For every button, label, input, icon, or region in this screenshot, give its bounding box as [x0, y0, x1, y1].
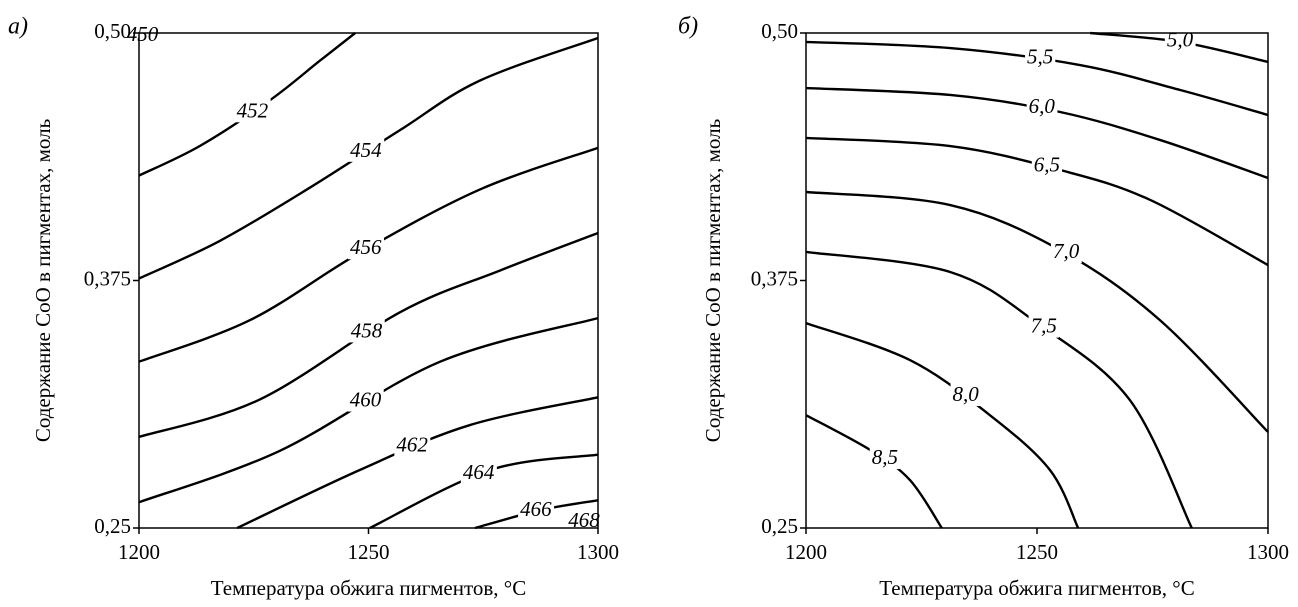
contour-label: 6,5 [1034, 152, 1060, 176]
label-background [347, 235, 384, 260]
y-tick-label: 0,50 [761, 19, 798, 43]
x-tick-label: 1200 [785, 540, 827, 564]
contour-line [805, 321, 1080, 529]
contour-label: 7,0 [1053, 239, 1080, 263]
contour-line [138, 231, 599, 439]
x-tick-label: 1300 [1247, 540, 1289, 564]
label-background [348, 137, 385, 162]
label-background [1028, 313, 1059, 338]
label-background [1031, 152, 1063, 177]
y-tick-label: 0,375 [751, 266, 798, 290]
label-background [124, 21, 161, 46]
contour-label: 458 [351, 318, 383, 342]
contour-label: 5,0 [1167, 28, 1194, 52]
x-tick-label: 1200 [118, 540, 160, 564]
panel-label: б) [678, 14, 698, 40]
plot-frame [138, 32, 599, 529]
label-background [950, 382, 982, 407]
contour-label: 464 [463, 460, 495, 484]
contour-labels: 5,0 5,5 6,0 6,5 7,0 7,5 8,0 8,5 [869, 27, 1196, 470]
label-background [460, 459, 497, 484]
label-background [1026, 94, 1058, 119]
contour-label: 450 [127, 22, 159, 46]
label-background [234, 98, 271, 123]
contour-label: 7,5 [1031, 314, 1057, 338]
y-tick-label: 0,25 [761, 514, 798, 538]
label-background [1164, 27, 1196, 52]
label-background [518, 497, 555, 522]
contour-label: 466 [520, 497, 552, 521]
contour-label: 460 [350, 388, 382, 412]
label-background [869, 445, 900, 470]
contours [138, 32, 599, 530]
contour-line [805, 250, 1193, 529]
contour-label: 452 [237, 98, 269, 122]
panel: 5,0 5,5 6,0 6,5 7,0 7,5 8,0 8,5 1200 1250 1300 0,25… [678, 14, 1289, 600]
contour-label: 456 [350, 235, 382, 259]
contour-label: 6,0 [1029, 94, 1056, 118]
contour-label: 8,0 [953, 382, 980, 406]
contour-line [805, 86, 1269, 180]
label-background [348, 318, 385, 343]
contour-label: 462 [396, 432, 428, 456]
y-axis-label: Содержание CoO в пигментах, моль [31, 119, 55, 442]
label-background [1050, 239, 1082, 264]
y-tick-label: 0,25 [94, 514, 131, 538]
x-tick-label: 1250 [348, 540, 390, 564]
contour-line [805, 190, 1269, 433]
contour-line [805, 414, 943, 529]
panel-label: а) [8, 14, 28, 40]
y-tick-label: 0,50 [94, 19, 131, 43]
x-axis-label: Температура обжига пигментов, °С [879, 576, 1194, 600]
label-background [394, 432, 431, 457]
label-background [347, 387, 384, 412]
contour-label: 5,5 [1027, 44, 1053, 68]
x-axis-label: Температура обжига пигментов, °С [211, 576, 526, 600]
x-tick-label: 1300 [577, 540, 619, 564]
y-tick-label: 0,375 [84, 266, 131, 290]
contour-line [805, 40, 1269, 117]
x-tick-label: 1250 [1016, 540, 1058, 564]
y-axis-label: Содержание CoO в пигментах, моль [701, 119, 725, 442]
contour-label: 8,5 [872, 445, 898, 469]
contour-label: 454 [350, 138, 382, 162]
label-background [1025, 44, 1056, 69]
